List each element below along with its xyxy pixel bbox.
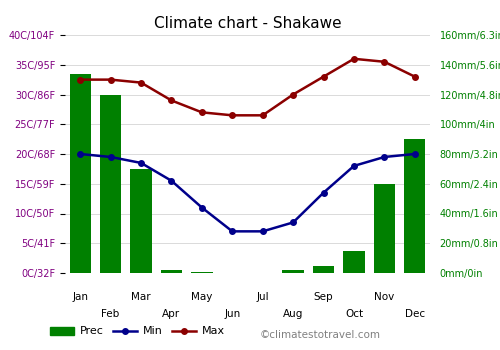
Title: Climate chart - Shakawe: Climate chart - Shakawe [154, 16, 342, 31]
Text: Apr: Apr [162, 309, 180, 319]
Text: Mar: Mar [131, 293, 151, 302]
Bar [374, 184, 395, 273]
Text: Dec: Dec [404, 309, 425, 319]
Bar [191, 272, 212, 273]
Text: May: May [191, 293, 212, 302]
Text: Jan: Jan [72, 293, 88, 302]
Bar [70, 74, 91, 273]
Bar [130, 169, 152, 273]
Bar [100, 94, 122, 273]
Text: Feb: Feb [102, 309, 120, 319]
Text: Aug: Aug [283, 309, 304, 319]
Bar [161, 270, 182, 273]
Text: ©climatestotravel.com: ©climatestotravel.com [260, 329, 381, 340]
Bar [404, 139, 425, 273]
Bar [313, 266, 334, 273]
Bar [344, 251, 364, 273]
Text: Oct: Oct [345, 309, 363, 319]
Text: Sep: Sep [314, 293, 334, 302]
Text: Jun: Jun [224, 309, 240, 319]
Bar [282, 270, 304, 273]
Text: Jul: Jul [256, 293, 269, 302]
Legend: Prec, Min, Max: Prec, Min, Max [46, 322, 229, 341]
Text: Nov: Nov [374, 293, 394, 302]
